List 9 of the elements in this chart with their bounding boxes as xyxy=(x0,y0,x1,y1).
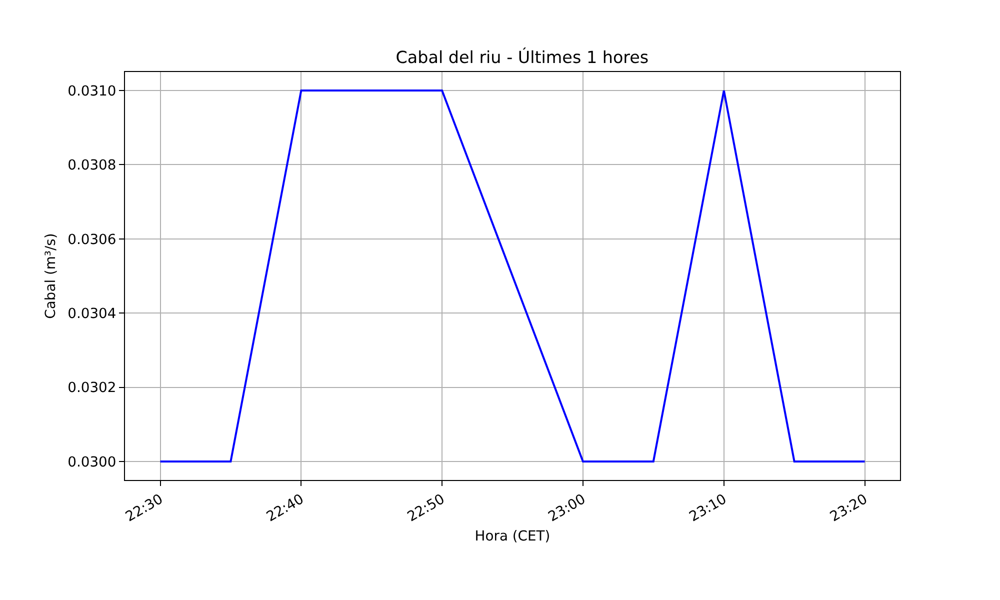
y-tick-label: 0.0302 xyxy=(68,380,116,396)
y-tick-label: 0.0308 xyxy=(68,158,116,174)
y-tick-label: 0.0310 xyxy=(68,83,116,100)
chart-title: Cabal del riu - Últimes 1 hores xyxy=(396,46,649,67)
y-tick-label: 0.0300 xyxy=(68,454,116,470)
y-tick-label: 0.0304 xyxy=(68,306,116,322)
x-axis-title: Hora (CET) xyxy=(474,528,550,544)
y-axis-title: Cabal (m³/s) xyxy=(43,233,60,319)
y-tick-label: 0.0306 xyxy=(68,232,116,248)
